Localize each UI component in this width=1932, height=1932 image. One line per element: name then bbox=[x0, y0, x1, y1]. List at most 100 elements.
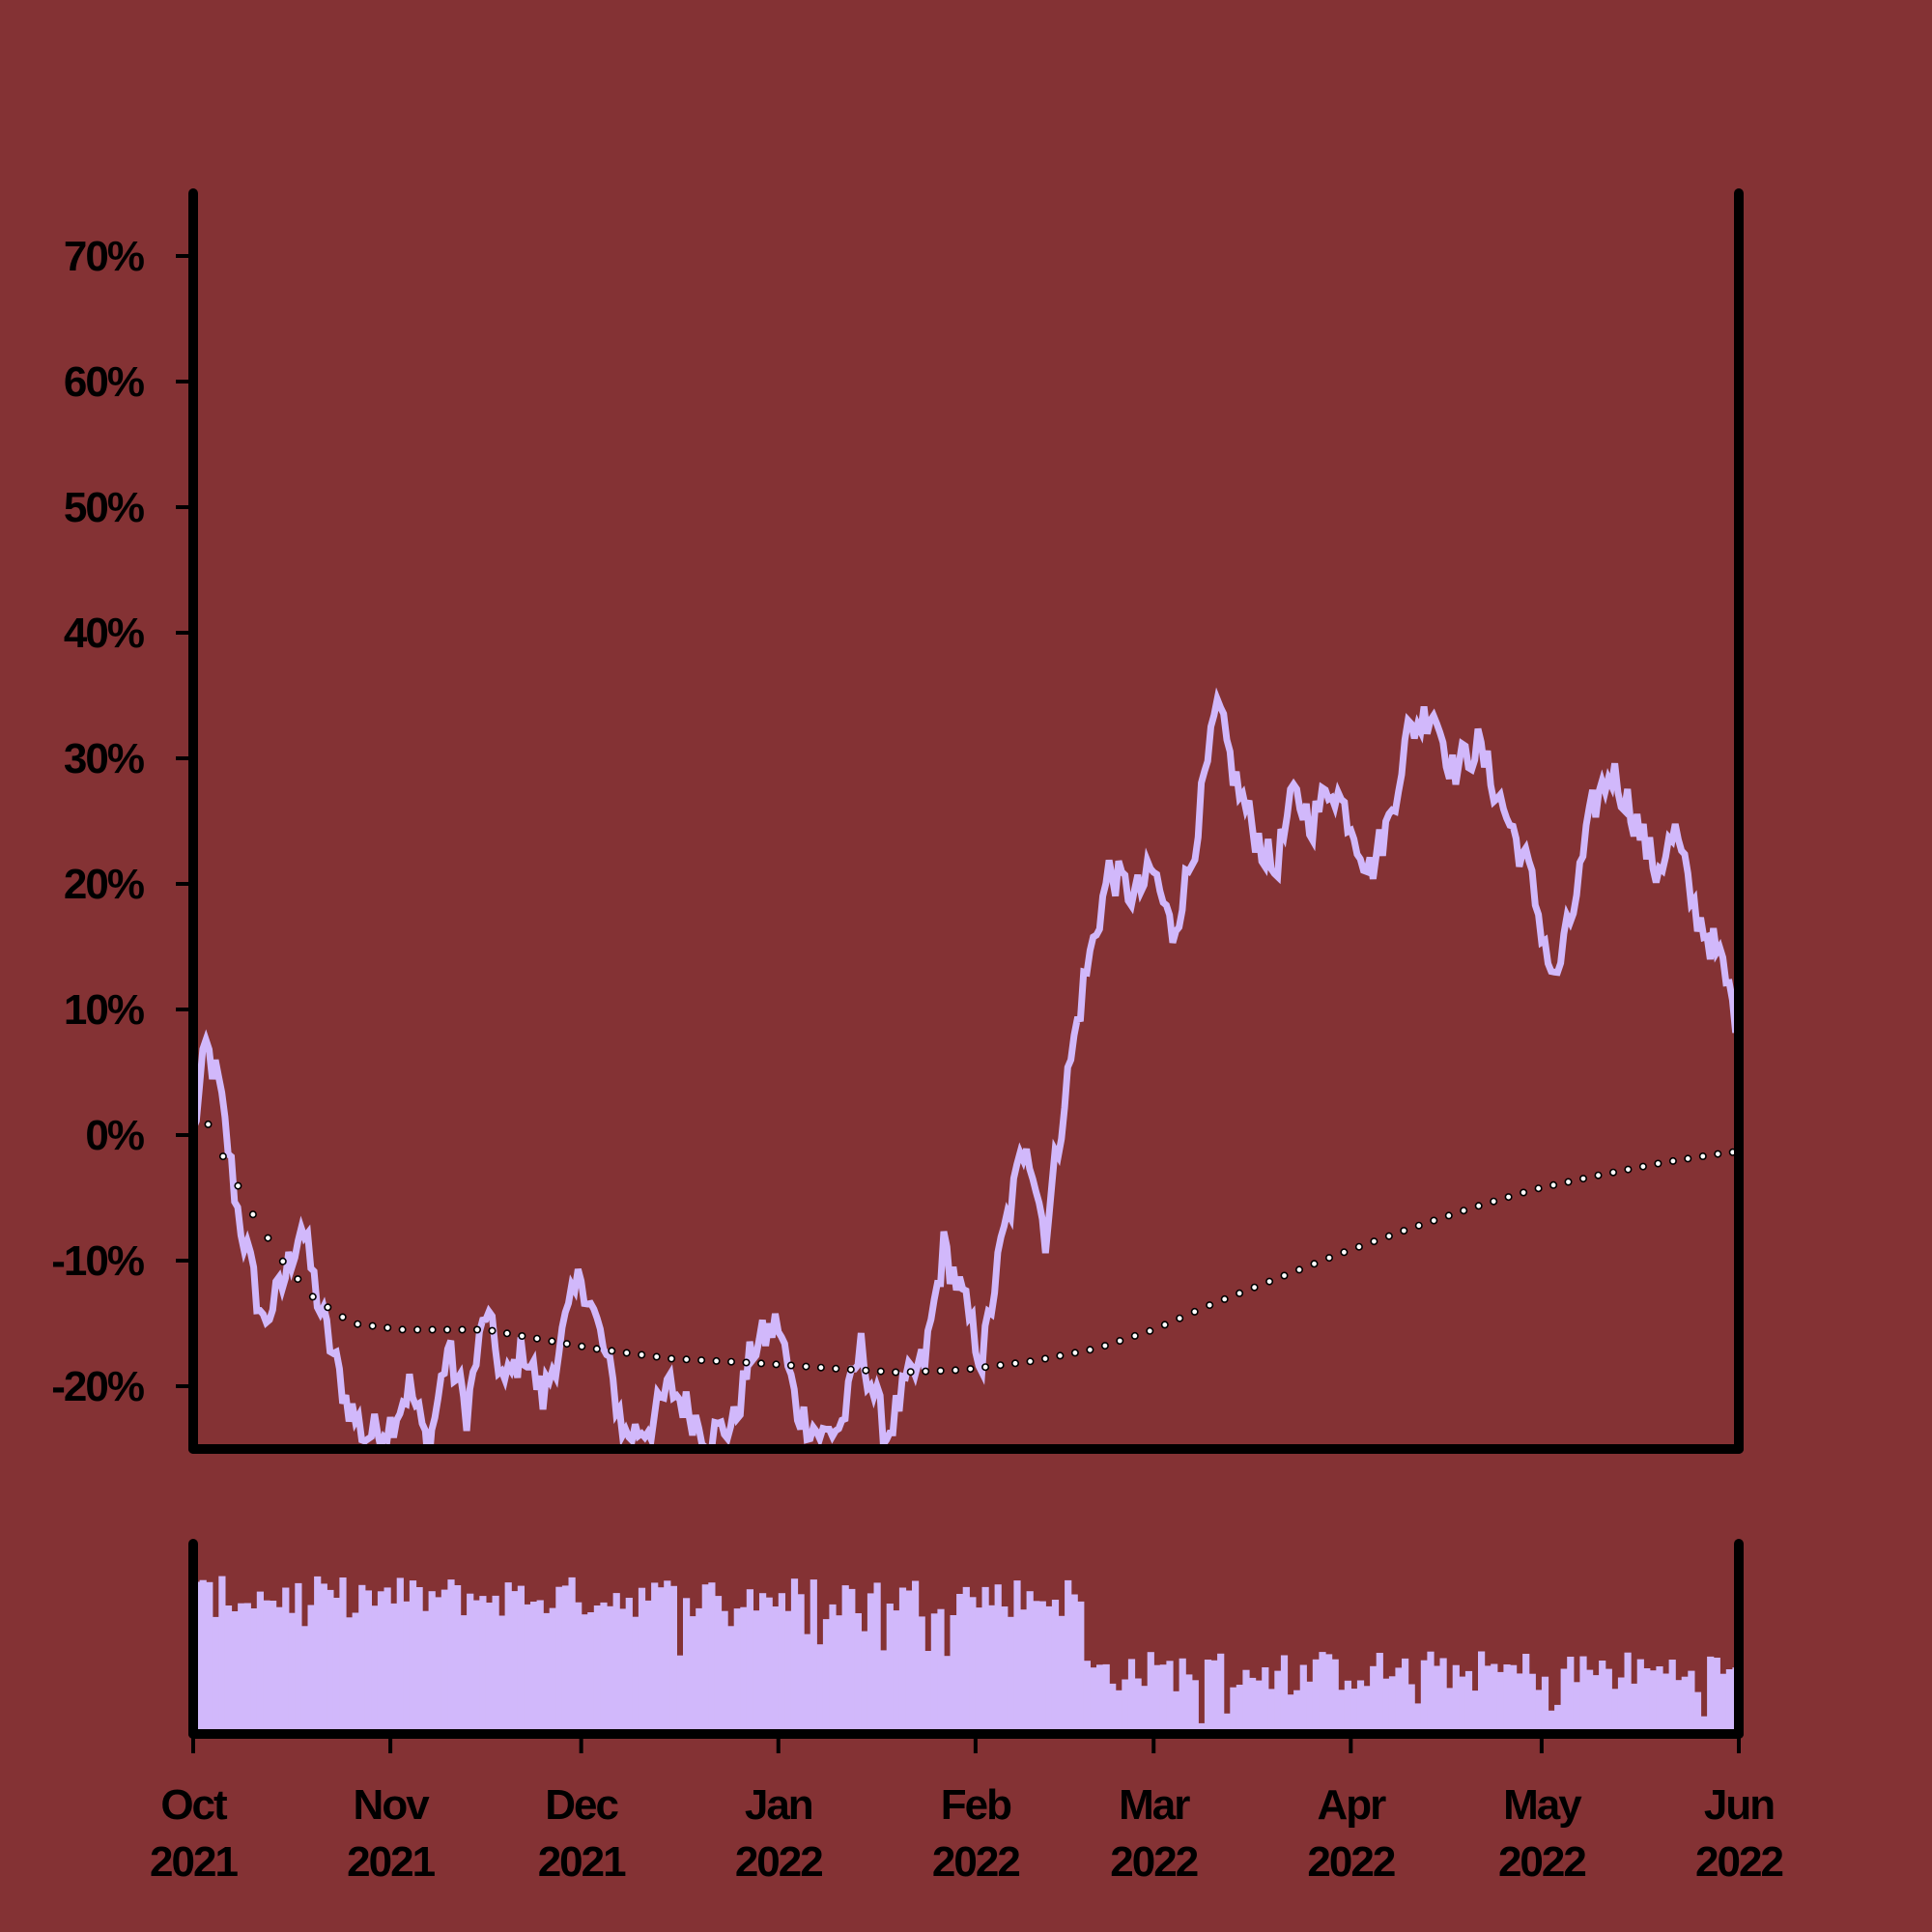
volume-bar bbox=[937, 1608, 945, 1734]
volume-bar bbox=[1147, 1652, 1154, 1734]
volume-bar bbox=[944, 1656, 952, 1734]
trend-point bbox=[1549, 1180, 1558, 1189]
trend-point bbox=[1056, 1351, 1065, 1360]
x-tick-year: 2021 bbox=[538, 1838, 626, 1886]
trend-point bbox=[1176, 1314, 1184, 1322]
volume-bar bbox=[1293, 1690, 1301, 1734]
volume-bar bbox=[930, 1613, 938, 1734]
volume-bar bbox=[1045, 1605, 1053, 1734]
volume-bar bbox=[409, 1580, 417, 1734]
trend-point bbox=[234, 1181, 242, 1190]
volume-bar bbox=[950, 1615, 957, 1734]
x-tick-month: Jun bbox=[1704, 1781, 1774, 1829]
volume-bar bbox=[740, 1606, 748, 1734]
volume-bar bbox=[1051, 1600, 1060, 1734]
volume-bar bbox=[727, 1626, 735, 1734]
trend-point bbox=[204, 1120, 213, 1128]
volume-bar bbox=[797, 1594, 805, 1734]
trend-point bbox=[294, 1275, 302, 1284]
volume-bar bbox=[1560, 1668, 1568, 1734]
volume-bar bbox=[593, 1605, 601, 1734]
volume-bar bbox=[549, 1607, 556, 1734]
volume-bar bbox=[669, 1585, 677, 1734]
volume-bar bbox=[1452, 1664, 1460, 1734]
trend-point bbox=[1086, 1346, 1094, 1354]
y-tick-label: 30% bbox=[64, 735, 144, 782]
volume-bar bbox=[1013, 1580, 1021, 1734]
volume-bar bbox=[1395, 1667, 1403, 1734]
volume-bar bbox=[498, 1615, 506, 1734]
volume-bar bbox=[1681, 1676, 1689, 1734]
x-tick-month: Oct bbox=[160, 1781, 228, 1829]
trend-point bbox=[622, 1349, 631, 1357]
volume-bar bbox=[511, 1591, 519, 1734]
trend-point bbox=[1384, 1232, 1393, 1240]
volume-bar bbox=[854, 1613, 862, 1734]
x-tick-year: 2022 bbox=[1498, 1838, 1585, 1886]
volume-bar bbox=[1592, 1675, 1600, 1734]
volume-bar bbox=[428, 1591, 436, 1734]
trend-point bbox=[1564, 1178, 1573, 1186]
volume-bar bbox=[1388, 1676, 1397, 1734]
volume-bar bbox=[1001, 1606, 1009, 1734]
volume-bar bbox=[753, 1610, 760, 1734]
trend-point bbox=[742, 1358, 751, 1367]
volume-bar bbox=[575, 1602, 582, 1734]
volume-bar bbox=[384, 1587, 391, 1734]
trend-point bbox=[518, 1332, 526, 1341]
volume-bar bbox=[1693, 1691, 1702, 1734]
y-tick-label: 20% bbox=[64, 861, 144, 908]
trend-point bbox=[1070, 1349, 1079, 1357]
volume-bar bbox=[371, 1605, 379, 1734]
volume-bar bbox=[555, 1586, 563, 1734]
volume-bar bbox=[1223, 1713, 1231, 1734]
trend-point bbox=[832, 1364, 840, 1373]
trend-point bbox=[248, 1210, 257, 1219]
volume-bar bbox=[1522, 1654, 1530, 1734]
trend-point bbox=[786, 1361, 795, 1370]
volume-bar bbox=[467, 1593, 474, 1734]
trend-point bbox=[1206, 1301, 1214, 1310]
trend-point bbox=[802, 1362, 810, 1371]
trend-point bbox=[1594, 1171, 1603, 1179]
trend-point bbox=[1236, 1289, 1244, 1297]
trend-point bbox=[682, 1355, 691, 1364]
volume-bar bbox=[816, 1644, 824, 1734]
x-tick-month: Dec bbox=[545, 1781, 618, 1829]
trend-point bbox=[772, 1360, 781, 1369]
volume-bar bbox=[1439, 1658, 1447, 1734]
volume-bar bbox=[1407, 1684, 1415, 1734]
volume-bar bbox=[1217, 1653, 1225, 1734]
volume-bar bbox=[1267, 1689, 1275, 1734]
volume-bar bbox=[1141, 1686, 1149, 1734]
volume-bar bbox=[1617, 1677, 1626, 1734]
volume-bar bbox=[612, 1593, 620, 1734]
volume-bar bbox=[836, 1615, 843, 1734]
trend-point bbox=[1624, 1165, 1633, 1174]
volume-bar bbox=[492, 1595, 499, 1734]
volume-bar bbox=[581, 1614, 588, 1734]
volume-bar bbox=[1446, 1688, 1454, 1734]
volume-bar bbox=[683, 1598, 691, 1734]
volume-bar bbox=[218, 1576, 226, 1734]
volume-bar bbox=[1414, 1703, 1422, 1734]
volume-bar bbox=[332, 1598, 341, 1734]
volume-bar bbox=[746, 1589, 753, 1734]
volume-bar bbox=[644, 1600, 652, 1734]
volume-bar bbox=[212, 1616, 219, 1734]
trend-point bbox=[592, 1345, 601, 1353]
volume-bar bbox=[1065, 1579, 1072, 1734]
volume-bar bbox=[250, 1608, 258, 1734]
volume-bar bbox=[1096, 1664, 1104, 1734]
volume-bar bbox=[530, 1602, 538, 1734]
trend-point bbox=[668, 1354, 676, 1363]
x-tick-year: 2021 bbox=[150, 1838, 238, 1886]
trend-point bbox=[548, 1337, 556, 1346]
volume-bar bbox=[295, 1582, 302, 1734]
volume-bar bbox=[300, 1626, 309, 1734]
volume-bar bbox=[1459, 1676, 1466, 1734]
volume-bar bbox=[568, 1577, 576, 1734]
volume-bar bbox=[1656, 1666, 1663, 1734]
trend-point bbox=[712, 1356, 721, 1365]
volume-bar bbox=[504, 1582, 512, 1734]
